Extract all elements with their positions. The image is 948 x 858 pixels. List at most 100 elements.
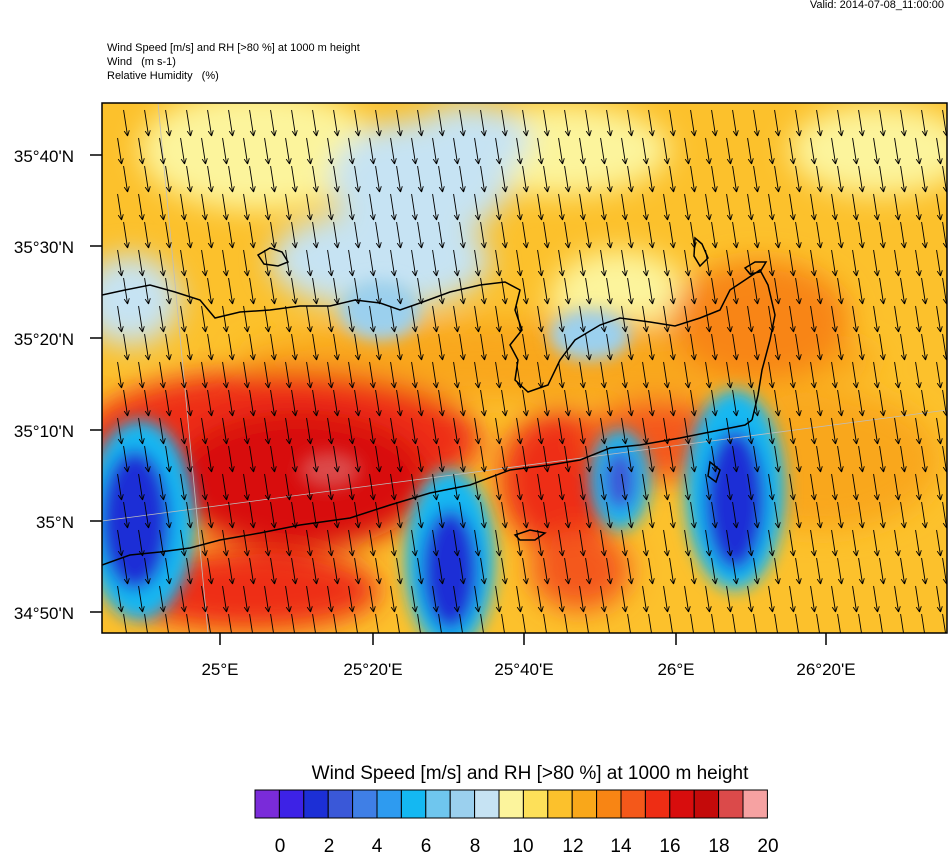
wind-arrow xyxy=(726,529,733,557)
wind-arrow xyxy=(684,473,691,501)
wind-arrow xyxy=(579,585,586,613)
wind-arrow xyxy=(852,417,859,445)
wind-arrow xyxy=(348,249,355,277)
wind-arrow xyxy=(732,109,739,137)
wind-arrow xyxy=(375,557,382,585)
wind-arrow xyxy=(228,613,232,633)
wind-arrow xyxy=(894,529,901,557)
wind-arrow xyxy=(642,473,649,501)
wind-arrow xyxy=(417,277,424,305)
wind-arrow xyxy=(585,221,592,249)
wind-arrow xyxy=(915,585,922,613)
wind-arrow xyxy=(390,529,397,557)
wind-arrow xyxy=(705,137,712,165)
wind-arrow xyxy=(795,109,802,137)
wind-arrow xyxy=(810,417,817,445)
wind-arrow xyxy=(228,221,235,249)
wind-arrow xyxy=(312,277,319,305)
wind-arrow xyxy=(837,445,844,473)
wind-arrow xyxy=(936,473,943,501)
wind-arrow xyxy=(474,193,481,221)
wind-arrow xyxy=(354,333,361,361)
wind-arrow xyxy=(270,613,274,633)
wind-arrow xyxy=(165,277,172,305)
wind-arrow xyxy=(348,473,355,501)
wind-arrow xyxy=(795,165,802,193)
wind-arrow xyxy=(165,389,172,417)
wind-arrow xyxy=(747,585,754,613)
wind-arrow xyxy=(564,165,571,193)
wind-arrow xyxy=(774,333,781,361)
wind-arrow xyxy=(270,557,277,585)
wind-arrow xyxy=(480,501,487,529)
colorbar-label: 8 xyxy=(469,836,481,857)
wind-arrow xyxy=(270,445,277,473)
wind-arrow xyxy=(879,613,883,633)
wind-arrow xyxy=(858,277,865,305)
wind-arrow xyxy=(411,529,418,557)
wind-arrow xyxy=(795,613,799,633)
wind-arrow xyxy=(291,165,298,193)
wind-arrow xyxy=(390,305,397,333)
wind-arrow xyxy=(810,473,817,501)
wind-field xyxy=(102,103,947,633)
wind-arrow xyxy=(564,277,571,305)
wind-arrow xyxy=(438,557,445,585)
wind-arrow xyxy=(663,249,670,277)
wind-arrow xyxy=(747,417,754,445)
wind-arrow xyxy=(648,333,655,361)
wind-arrow xyxy=(831,473,838,501)
wind-arrow xyxy=(831,249,838,277)
wind-arrow xyxy=(894,473,901,501)
wind-arrow xyxy=(327,529,334,557)
wind-arrow xyxy=(690,389,697,417)
wind-arrow xyxy=(837,501,844,529)
wind-arrow xyxy=(306,529,313,557)
wind-arrow xyxy=(369,137,376,165)
wind-arrow xyxy=(432,305,439,333)
wind-arrow xyxy=(264,361,271,389)
wind-arrow xyxy=(537,137,544,165)
wind-arrow xyxy=(600,137,607,165)
wind-arrow xyxy=(123,389,130,417)
wind-arrow xyxy=(327,473,334,501)
wind-arrow xyxy=(522,165,529,193)
wind-arrow xyxy=(558,529,565,557)
wind-arrow xyxy=(207,557,214,585)
wind-arrow xyxy=(474,529,481,557)
wind-arrow xyxy=(621,417,628,445)
wind-arrow xyxy=(480,557,487,585)
wind-arrow xyxy=(354,165,361,193)
wind-arrow xyxy=(228,333,235,361)
wind-arrow xyxy=(537,193,544,221)
wind-arrow xyxy=(831,137,838,165)
wind-arrow xyxy=(663,193,670,221)
wind-arrow xyxy=(585,557,592,585)
wind-arrow xyxy=(879,389,886,417)
lat-label: 35°40'N xyxy=(14,147,74,166)
wind-arrow xyxy=(669,445,676,473)
wind-arrow xyxy=(789,585,796,613)
wind-arrow xyxy=(138,417,145,445)
wind-arrow xyxy=(684,305,691,333)
colorbar-swatch xyxy=(644,789,671,819)
wind-arrow xyxy=(789,249,796,277)
lat-labels: 35°40'N 35°30'N 35°20'N 35°10'N 35°N 34°… xyxy=(14,147,74,623)
wind-arrow xyxy=(180,529,187,557)
wind-arrow xyxy=(270,389,277,417)
wind-arrow xyxy=(291,557,298,585)
wind-arrow xyxy=(417,557,424,585)
wind-arrow xyxy=(480,333,487,361)
wind-arrow xyxy=(873,137,880,165)
wind-arrow xyxy=(810,137,817,165)
wind-arrow xyxy=(501,109,508,137)
wind-arrow xyxy=(459,277,466,305)
wind-arrow xyxy=(516,249,523,277)
wind-arrow xyxy=(789,417,796,445)
colorbar-swatch xyxy=(376,789,402,819)
lon-label: 25°20'E xyxy=(343,660,402,679)
wind-arrow xyxy=(789,137,796,165)
wind-arrow xyxy=(768,529,775,557)
wind-arrow xyxy=(648,165,655,193)
